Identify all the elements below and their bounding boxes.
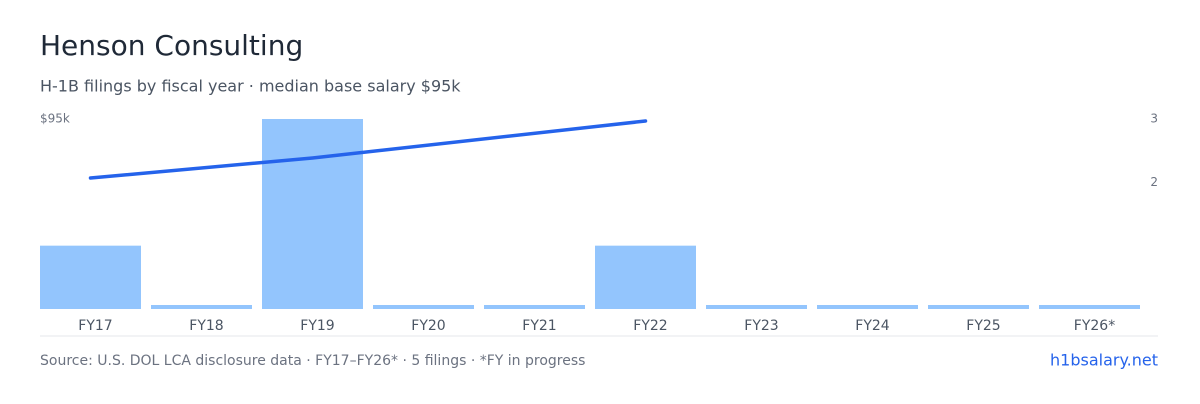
bar: [151, 305, 252, 309]
line: [88, 119, 648, 180]
x-tick-label: FY17: [78, 318, 112, 334]
bar: [817, 305, 918, 309]
x-tick-label: FY24: [855, 318, 890, 334]
y2-tick-label: 3: [1150, 112, 1158, 126]
bar: [1039, 305, 1140, 309]
bar: [484, 305, 585, 309]
x-tick-label: FY21: [522, 318, 556, 334]
x-tick-label: FY19: [300, 318, 334, 334]
chart-title: Henson Consulting: [40, 29, 303, 62]
x-tick-label: FY22: [633, 318, 667, 334]
source-note: Source: U.S. DOL LCA disclosure data · F…: [40, 353, 585, 369]
bar: [40, 245, 141, 309]
x-tick-label: FY20: [411, 318, 445, 334]
bar: [373, 305, 474, 309]
bar: [706, 305, 807, 309]
x-tick-label: FY25: [966, 318, 1000, 334]
x-tick-label: FY23: [744, 318, 778, 334]
y2-tick-label: 2: [1150, 175, 1158, 189]
x-tick-label: FY18: [189, 318, 223, 334]
x-tick-label: FY26*: [1074, 318, 1115, 334]
bar: [928, 305, 1029, 309]
y-tick-label: $95k: [40, 112, 70, 126]
chart-subtitle: H-1B filings by fiscal year · median bas…: [40, 77, 461, 96]
site-link[interactable]: h1bsalary.net: [1050, 351, 1158, 370]
bar: [262, 119, 363, 309]
bar: [595, 245, 696, 309]
